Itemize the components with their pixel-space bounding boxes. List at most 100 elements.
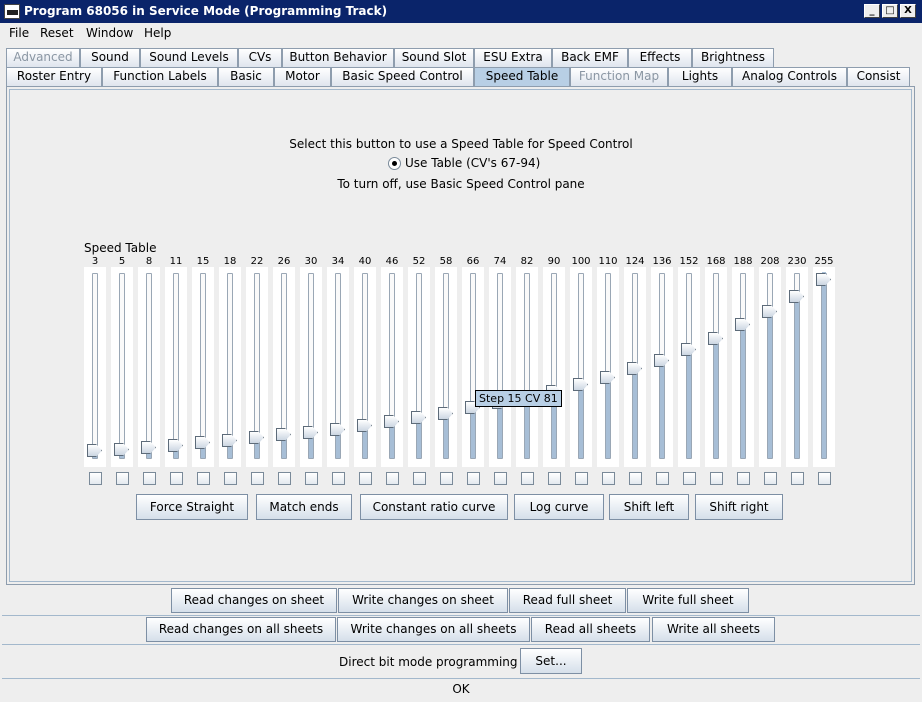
maximize-button[interactable]: □ <box>882 4 898 18</box>
tab-function-map[interactable]: Function Map <box>570 67 668 86</box>
slider-thumb[interactable] <box>330 423 345 436</box>
speed-step-slider[interactable] <box>597 267 619 467</box>
slider-thumb[interactable] <box>114 443 129 456</box>
speed-step-slider[interactable] <box>165 267 187 467</box>
slider-thumb[interactable] <box>276 428 291 441</box>
speed-step-slider[interactable] <box>786 267 808 467</box>
speed-step-slider[interactable] <box>516 267 538 467</box>
step-lock-checkbox[interactable] <box>305 472 318 485</box>
speed-step-slider[interactable] <box>273 267 295 467</box>
tab-analog-controls[interactable]: Analog Controls <box>732 67 847 86</box>
log-curve-button[interactable]: Log curve <box>514 494 604 520</box>
slider-thumb[interactable] <box>789 290 804 303</box>
step-lock-checkbox[interactable] <box>737 472 750 485</box>
slider-thumb[interactable] <box>654 354 669 367</box>
read-changes-sheet-button[interactable]: Read changes on sheet <box>171 588 337 613</box>
speed-step-slider[interactable] <box>435 267 457 467</box>
speed-step-slider[interactable] <box>462 267 484 467</box>
step-lock-checkbox[interactable] <box>710 472 723 485</box>
tab-sound[interactable]: Sound <box>80 48 140 67</box>
use-table-radio[interactable] <box>388 156 401 170</box>
speed-step-slider[interactable] <box>759 267 781 467</box>
slider-thumb[interactable] <box>141 441 156 454</box>
step-lock-checkbox[interactable] <box>683 472 696 485</box>
slider-thumb[interactable] <box>249 431 264 444</box>
tab-advanced[interactable]: Advanced <box>6 48 80 67</box>
match-ends-button[interactable]: Match ends <box>256 494 352 520</box>
force-straight-button[interactable]: Force Straight <box>136 494 248 520</box>
slider-thumb[interactable] <box>735 318 750 331</box>
step-lock-checkbox[interactable] <box>116 472 129 485</box>
speed-step-slider[interactable] <box>219 267 241 467</box>
speed-step-slider[interactable] <box>111 267 133 467</box>
speed-step-slider[interactable] <box>570 267 592 467</box>
tab-sound-levels[interactable]: Sound Levels <box>140 48 238 67</box>
step-lock-checkbox[interactable] <box>413 472 426 485</box>
tab-esu-extra[interactable]: ESU Extra <box>474 48 552 67</box>
tab-sound-slot[interactable]: Sound Slot <box>394 48 474 67</box>
step-lock-checkbox[interactable] <box>548 472 561 485</box>
menu-reset[interactable]: Reset <box>40 26 74 40</box>
step-lock-checkbox[interactable] <box>197 472 210 485</box>
speed-step-slider[interactable] <box>813 267 835 467</box>
step-lock-checkbox[interactable] <box>440 472 453 485</box>
tab-basic-speed-control[interactable]: Basic Speed Control <box>331 67 474 86</box>
slider-thumb[interactable] <box>762 305 777 318</box>
speed-step-slider[interactable] <box>354 267 376 467</box>
tab-function-labels[interactable]: Function Labels <box>102 67 218 86</box>
tab-cvs[interactable]: CVs <box>238 48 282 67</box>
tab-brightness[interactable]: Brightness <box>692 48 774 67</box>
speed-step-slider[interactable] <box>678 267 700 467</box>
write-changes-all-button[interactable]: Write changes on all sheets <box>337 617 530 642</box>
read-changes-all-button[interactable]: Read changes on all sheets <box>146 617 336 642</box>
tab-button-behavior[interactable]: Button Behavior <box>282 48 394 67</box>
slider-thumb[interactable] <box>816 273 831 286</box>
step-lock-checkbox[interactable] <box>656 472 669 485</box>
step-lock-checkbox[interactable] <box>143 472 156 485</box>
tab-basic[interactable]: Basic <box>218 67 274 86</box>
step-lock-checkbox[interactable] <box>224 472 237 485</box>
slider-thumb[interactable] <box>384 415 399 428</box>
minimize-button[interactable]: _ <box>864 4 880 18</box>
menu-help[interactable]: Help <box>144 26 172 40</box>
step-lock-checkbox[interactable] <box>818 472 831 485</box>
step-lock-checkbox[interactable] <box>629 472 642 485</box>
step-lock-checkbox[interactable] <box>521 472 534 485</box>
step-lock-checkbox[interactable] <box>170 472 183 485</box>
slider-thumb[interactable] <box>627 362 642 375</box>
tab-effects[interactable]: Effects <box>628 48 692 67</box>
step-lock-checkbox[interactable] <box>791 472 804 485</box>
speed-step-slider[interactable] <box>705 267 727 467</box>
speed-step-slider[interactable] <box>84 267 106 467</box>
step-lock-checkbox[interactable] <box>251 472 264 485</box>
close-button[interactable]: X <box>900 4 916 18</box>
speed-step-slider[interactable] <box>246 267 268 467</box>
slider-thumb[interactable] <box>438 407 453 420</box>
tab-lights[interactable]: Lights <box>668 67 732 86</box>
tab-roster-entry[interactable]: Roster Entry <box>6 67 102 86</box>
write-all-sheets-button[interactable]: Write all sheets <box>652 617 775 642</box>
tab-consist[interactable]: Consist <box>847 67 910 86</box>
step-lock-checkbox[interactable] <box>386 472 399 485</box>
tab-back-emf[interactable]: Back EMF <box>552 48 628 67</box>
shift-right-button[interactable]: Shift right <box>695 494 783 520</box>
slider-thumb[interactable] <box>708 332 723 345</box>
use-table-option[interactable]: Use Table (CV's 67-94) <box>388 156 540 170</box>
slider-thumb[interactable] <box>195 436 210 449</box>
step-lock-checkbox[interactable] <box>602 472 615 485</box>
slider-thumb[interactable] <box>357 419 372 432</box>
step-lock-checkbox[interactable] <box>89 472 102 485</box>
step-lock-checkbox[interactable] <box>575 472 588 485</box>
tab-motor[interactable]: Motor <box>274 67 331 86</box>
menu-window[interactable]: Window <box>86 26 134 40</box>
slider-thumb[interactable] <box>600 371 615 384</box>
speed-step-slider[interactable] <box>489 267 511 467</box>
step-lock-checkbox[interactable] <box>359 472 372 485</box>
speed-step-slider[interactable] <box>408 267 430 467</box>
tab-speed-table[interactable]: Speed Table <box>474 67 570 86</box>
speed-step-slider[interactable] <box>192 267 214 467</box>
slider-thumb[interactable] <box>303 426 318 439</box>
step-lock-checkbox[interactable] <box>764 472 777 485</box>
set-button[interactable]: Set... <box>520 648 582 674</box>
speed-step-slider[interactable] <box>138 267 160 467</box>
